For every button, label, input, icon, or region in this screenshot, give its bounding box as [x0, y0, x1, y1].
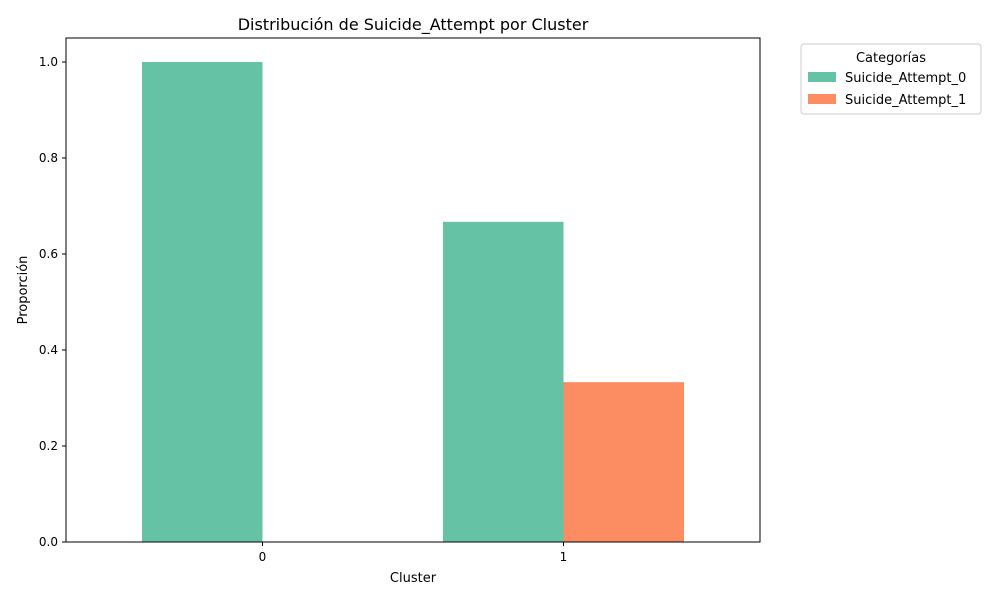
plot-area — [142, 62, 684, 542]
legend-swatch-Suicide_Attempt_1 — [808, 94, 836, 104]
y-axis: 0.0 0.2 0.4 0.6 0.8 1.0 — [39, 55, 66, 549]
x-tick-label: 1 — [560, 550, 568, 564]
y-tick-label: 1.0 — [39, 55, 58, 69]
y-tick-label: 0.4 — [39, 343, 58, 357]
chart-title: Distribución de Suicide_Attempt por Clus… — [238, 15, 589, 35]
y-tick-label: 0.2 — [39, 439, 58, 453]
plot-frame — [65, 37, 761, 543]
y-tick-label: 0.0 — [39, 535, 58, 549]
x-axis-label: Cluster — [390, 571, 437, 586]
y-tick-label: 0.8 — [39, 151, 58, 165]
y-tick-label: 0.6 — [39, 247, 58, 261]
y-axis-label: Proporción — [16, 256, 31, 325]
legend-swatch-Suicide_Attempt_0 — [808, 72, 836, 82]
bar-Suicide_Attempt_1-cluster-1 — [563, 382, 684, 542]
legend-label-Suicide_Attempt_1: Suicide_Attempt_1 — [845, 93, 966, 108]
legend: Categorías Suicide_Attempt_0 Suicide_Atte… — [800, 43, 982, 115]
bar-Suicide_Attempt_0-cluster-0 — [142, 62, 263, 542]
bar-Suicide_Attempt_0-cluster-1 — [443, 221, 564, 542]
x-tick-label: 0 — [259, 550, 267, 564]
legend-frame — [800, 43, 982, 115]
legend-label-Suicide_Attempt_0: Suicide_Attempt_0 — [845, 71, 966, 86]
legend-title: Categorías — [856, 51, 926, 66]
